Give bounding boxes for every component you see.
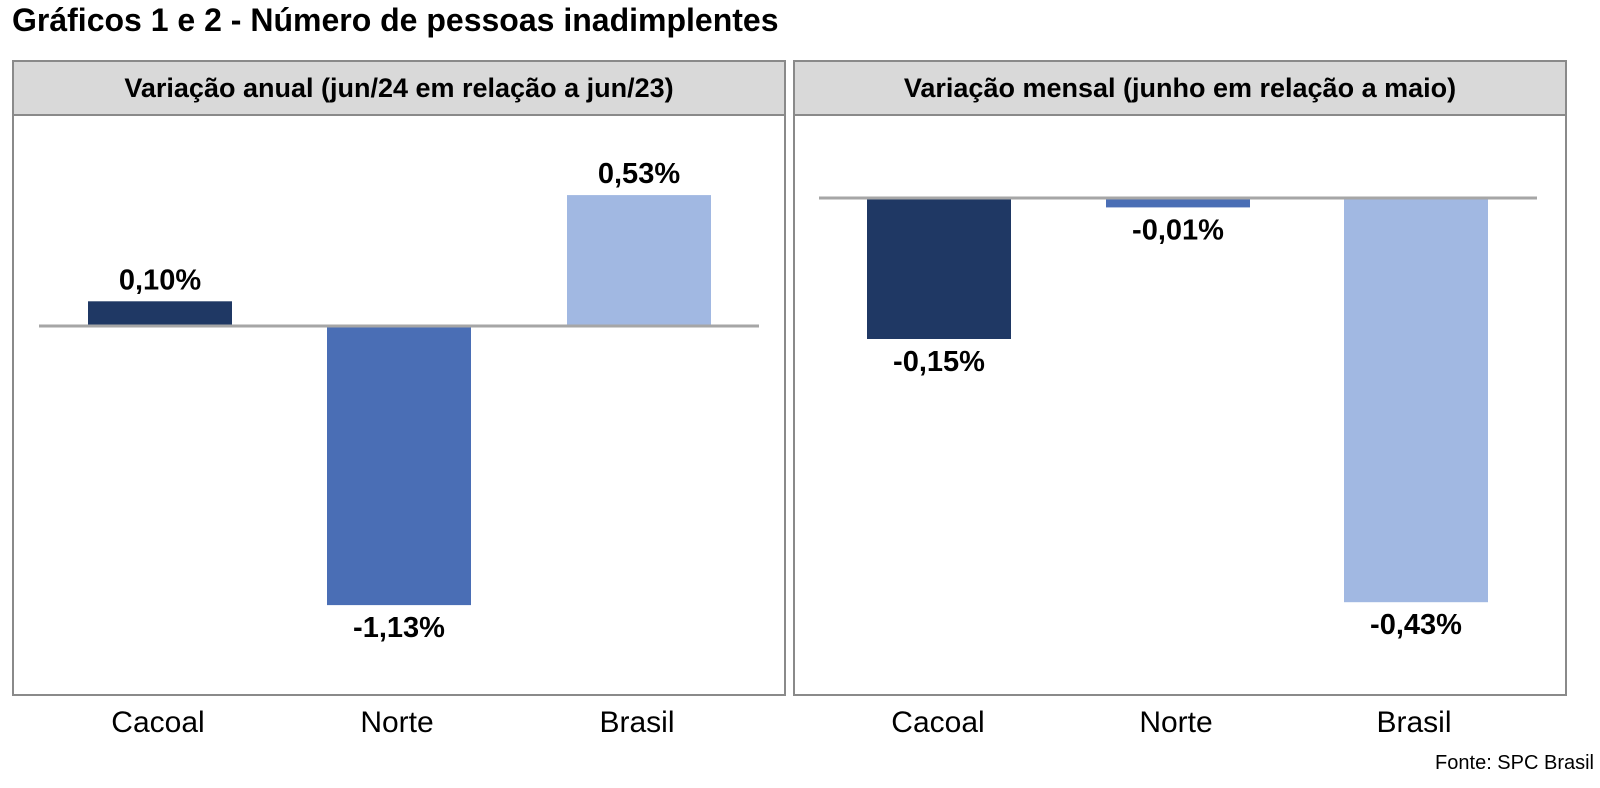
monthly-category-label-brasil: Brasil [1376,706,1452,739]
monthly-chart-plot: -0,15% -0,01% -0,43% [819,196,1537,641]
annual-value-label-cacoal: 0,10% [119,264,201,296]
monthly-value-label-brasil: -0,43% [1370,609,1462,641]
monthly-value-label-cacoal: -0,15% [893,346,985,378]
monthly-bar-norte [1106,198,1250,208]
monthly-chart-panel: Variação mensal (junho em relação a maio… [793,60,1567,696]
monthly-bar-brasil [1344,198,1488,603]
annual-value-label-brasil: 0,53% [598,158,680,190]
page-title: Gráficos 1 e 2 - Número de pessoas inadi… [12,2,779,38]
annual-value-label-norte: -1,13% [353,612,445,644]
annual-category-label-cacoal: Cacoal [111,706,205,739]
annual-bar-norte [327,326,471,606]
annual-chart-plot: 0,10% -1,13% 0,53% [39,158,759,644]
annual-bar-brasil [567,195,711,326]
annual-bar-cacoal [88,301,232,326]
annual-chart-title: Variação anual (jun/24 em relação a jun/… [14,62,784,116]
monthly-value-label-norte: -0,01% [1132,214,1224,246]
monthly-bar-cacoal [867,198,1011,339]
monthly-category-label-cacoal: Cacoal [891,706,985,739]
monthly-chart-title: Variação mensal (junho em relação a maio… [795,62,1565,116]
annual-category-label-brasil: Brasil [599,706,675,739]
source-note: Fonte: SPC Brasil [1435,752,1594,774]
monthly-category-label-norte: Norte [1139,706,1213,739]
annual-category-label-norte: Norte [360,706,434,739]
annual-chart-panel: Variação anual (jun/24 em relação a jun/… [12,60,786,696]
